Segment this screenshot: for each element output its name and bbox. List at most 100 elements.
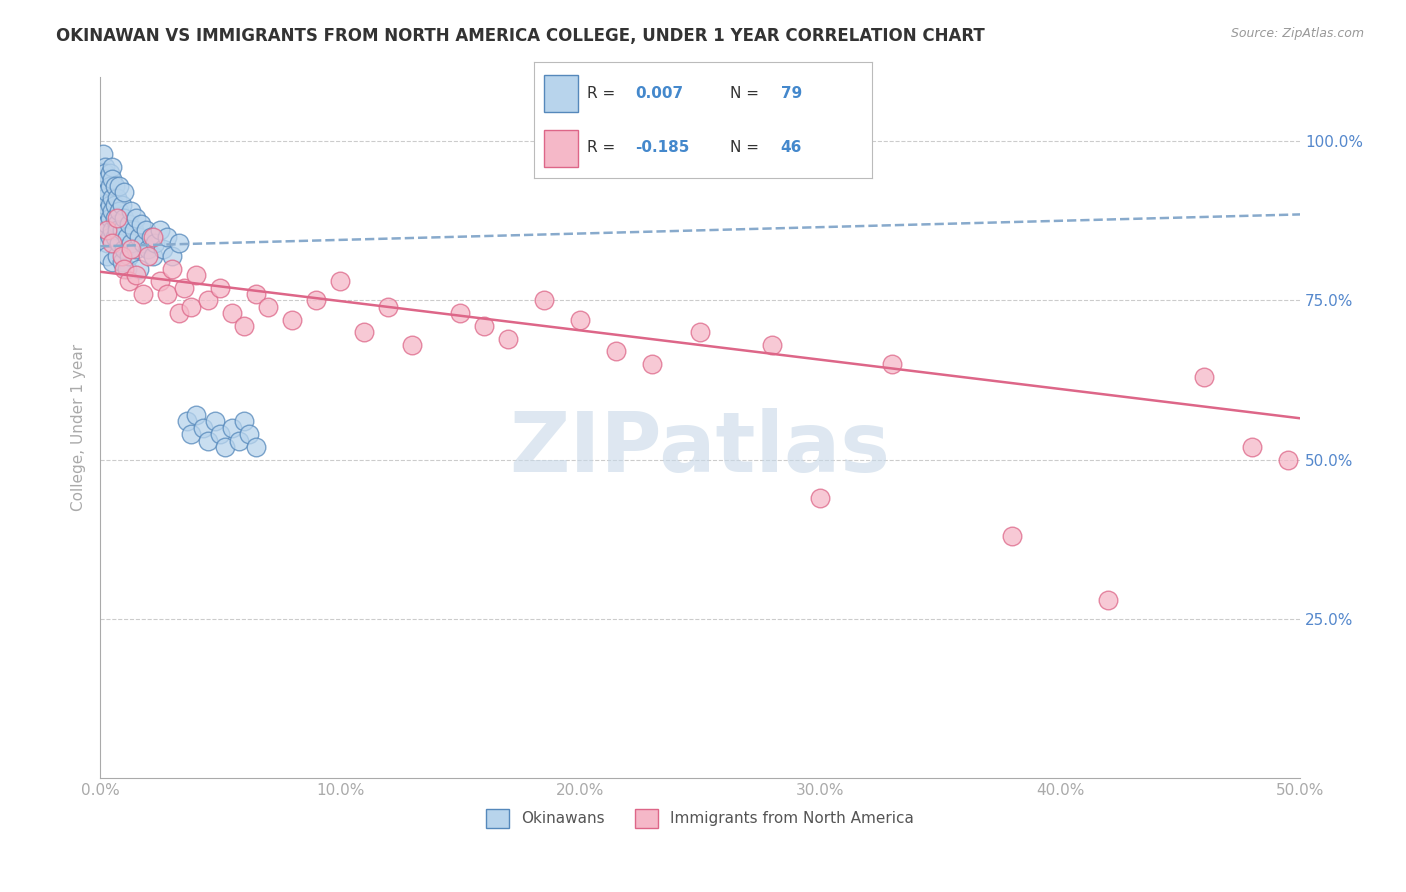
Point	[112, 261, 135, 276]
Point	[193, 421, 215, 435]
Point	[353, 326, 375, 340]
Point	[96, 217, 118, 231]
Text: 79: 79	[780, 87, 801, 102]
Point	[105, 217, 128, 231]
Point	[221, 306, 243, 320]
Y-axis label: College, Under 1 year: College, Under 1 year	[72, 344, 86, 511]
Point	[197, 293, 219, 308]
Point	[103, 211, 125, 225]
Point	[98, 211, 121, 225]
Point	[98, 166, 121, 180]
Point	[94, 160, 117, 174]
Text: ZIPatlas: ZIPatlas	[509, 409, 890, 490]
Point	[184, 408, 207, 422]
Point	[98, 229, 121, 244]
Point	[136, 243, 159, 257]
Point	[204, 414, 226, 428]
Point	[533, 293, 555, 308]
Point	[125, 268, 148, 282]
Point	[149, 274, 172, 288]
Point	[1001, 529, 1024, 543]
Point	[472, 318, 495, 333]
Point	[496, 332, 519, 346]
Text: R =: R =	[586, 87, 614, 102]
Point	[214, 440, 236, 454]
Point	[149, 223, 172, 237]
Point	[1277, 452, 1299, 467]
Point	[132, 287, 155, 301]
Text: R =: R =	[586, 139, 614, 154]
Point	[228, 434, 250, 448]
Point	[120, 243, 142, 257]
Point	[94, 166, 117, 180]
Point	[111, 223, 134, 237]
Point	[96, 185, 118, 199]
Point	[1192, 369, 1215, 384]
Point	[238, 427, 260, 442]
Point	[761, 338, 783, 352]
Bar	[544, 75, 578, 112]
Point	[125, 211, 148, 225]
Point	[105, 249, 128, 263]
Point	[101, 255, 124, 269]
Point	[689, 326, 711, 340]
Point	[233, 414, 256, 428]
Point	[173, 281, 195, 295]
Point	[98, 178, 121, 193]
Point	[96, 236, 118, 251]
Point	[156, 229, 179, 244]
Point	[101, 223, 124, 237]
Point	[209, 281, 232, 295]
Point	[111, 255, 134, 269]
Point	[135, 223, 157, 237]
Point	[129, 217, 152, 231]
Text: OKINAWAN VS IMMIGRANTS FROM NORTH AMERICA COLLEGE, UNDER 1 YEAR CORRELATION CHAR: OKINAWAN VS IMMIGRANTS FROM NORTH AMERIC…	[56, 27, 986, 45]
Point	[142, 229, 165, 244]
Point	[169, 236, 191, 251]
Point	[108, 178, 131, 193]
Point	[449, 306, 471, 320]
Point	[257, 300, 280, 314]
Point	[91, 178, 114, 193]
Point	[180, 300, 202, 314]
Point	[111, 198, 134, 212]
Point	[143, 236, 166, 251]
Point	[128, 229, 150, 244]
Point	[1240, 440, 1263, 454]
Point	[118, 217, 141, 231]
Point	[401, 338, 423, 352]
Point	[569, 312, 592, 326]
Point	[96, 204, 118, 219]
Point	[122, 223, 145, 237]
Point	[101, 192, 124, 206]
Point	[605, 344, 627, 359]
Point	[96, 172, 118, 186]
Bar	[544, 129, 578, 167]
Point	[108, 236, 131, 251]
Text: N =: N =	[730, 87, 759, 102]
Point	[160, 261, 183, 276]
Point	[96, 249, 118, 263]
Point	[101, 160, 124, 174]
Point	[281, 312, 304, 326]
Point	[233, 318, 256, 333]
Point	[125, 243, 148, 257]
Point	[101, 204, 124, 219]
Point	[112, 243, 135, 257]
Point	[152, 243, 174, 257]
Point	[101, 172, 124, 186]
Point	[377, 300, 399, 314]
Text: 0.007: 0.007	[636, 87, 683, 102]
Point	[120, 204, 142, 219]
Point	[139, 229, 162, 244]
Text: Source: ZipAtlas.com: Source: ZipAtlas.com	[1230, 27, 1364, 40]
Point	[112, 211, 135, 225]
Point	[184, 268, 207, 282]
Point	[112, 185, 135, 199]
Point	[197, 434, 219, 448]
Point	[641, 357, 664, 371]
Point	[103, 178, 125, 193]
Point	[245, 440, 267, 454]
Point	[105, 223, 128, 237]
Point	[160, 249, 183, 263]
